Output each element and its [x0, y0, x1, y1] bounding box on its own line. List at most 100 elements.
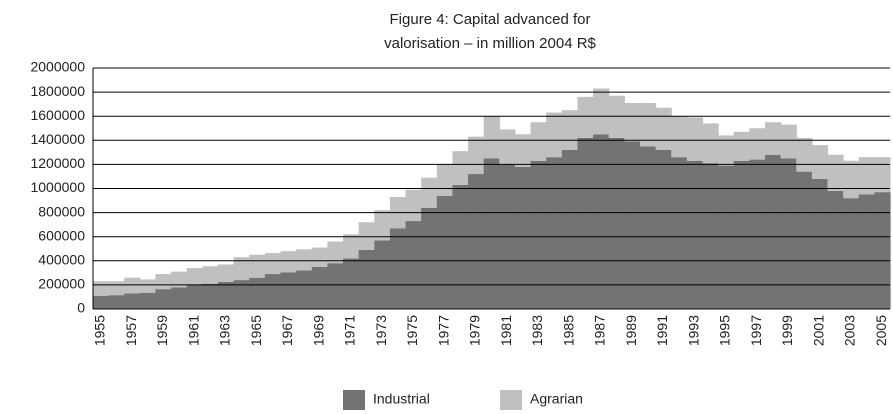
bar: [608, 95, 625, 138]
bar: [796, 171, 813, 309]
bar: [780, 158, 797, 309]
bar: [436, 164, 454, 196]
x-tick-label: 1989: [623, 315, 639, 346]
bar: [733, 160, 750, 309]
x-tick-label: 1969: [310, 315, 326, 346]
bar: [296, 270, 313, 309]
x-tick-label: 1995: [717, 315, 733, 346]
x-tick-label: 1985: [560, 315, 576, 346]
bar: [327, 241, 344, 264]
bar: [421, 177, 438, 208]
bar: [108, 281, 125, 296]
bar: [561, 149, 579, 309]
bar: [843, 198, 860, 309]
bar: [843, 160, 860, 199]
bar: [155, 274, 172, 290]
x-tick-label: 1987: [592, 315, 608, 346]
bar: [452, 151, 469, 185]
bar: [811, 178, 829, 309]
bar: [311, 247, 329, 267]
bar: [764, 122, 782, 155]
x-tick-label: 1961: [185, 315, 201, 346]
y-tick-label: 2000000: [30, 59, 85, 75]
bar: [858, 157, 875, 195]
bar: [468, 174, 485, 309]
y-tick-label: 1000000: [30, 179, 85, 195]
chart-title: Figure 4: Capital advanced for: [390, 11, 591, 28]
bar: [233, 257, 250, 281]
bar: [514, 134, 532, 167]
y-tick-label: 400000: [38, 252, 85, 268]
bar: [405, 189, 422, 222]
bar: [655, 107, 672, 150]
bar: [374, 210, 391, 241]
bar: [202, 283, 219, 309]
bar: [702, 123, 719, 164]
bar: [874, 192, 891, 309]
x-tick-label: 2003: [842, 315, 858, 346]
bar: [577, 137, 594, 309]
x-tick-label: 1999: [779, 315, 795, 346]
bar: [593, 88, 610, 135]
legend-swatch: [343, 390, 365, 410]
bar: [499, 129, 516, 165]
bar: [827, 154, 844, 191]
y-tick-label: 200000: [38, 276, 85, 292]
bar: [93, 295, 110, 309]
bar: [671, 116, 688, 158]
bar: [280, 251, 297, 273]
bar: [280, 272, 297, 309]
y-tick-label: 1200000: [30, 155, 85, 171]
bar: [124, 277, 141, 294]
legend-label: Industrial: [373, 391, 430, 407]
bar: [624, 102, 641, 142]
bar: [327, 263, 344, 309]
bar: [718, 135, 735, 166]
bar: [108, 295, 125, 309]
chart-title: valorisation – in million 2004 R$: [384, 35, 596, 52]
bar: [858, 194, 875, 309]
bar: [686, 160, 704, 309]
bar: [796, 137, 813, 172]
bar: [686, 117, 704, 161]
x-tick-label: 1993: [685, 315, 701, 346]
bar: [155, 289, 172, 309]
bar: [671, 157, 688, 309]
bar: [655, 149, 672, 309]
bar: [436, 195, 454, 309]
bar: [296, 249, 313, 271]
bar: [421, 207, 438, 309]
bar: [530, 122, 547, 161]
bar: [593, 134, 610, 309]
bar: [171, 287, 188, 309]
bar: [530, 160, 547, 309]
y-tick-label: 0: [77, 300, 85, 316]
bar: [343, 258, 360, 309]
bar: [483, 158, 500, 309]
x-tick-label: 1965: [248, 315, 264, 346]
bar: [358, 249, 375, 309]
bar: [343, 234, 360, 259]
bar: [311, 266, 329, 309]
bar: [514, 166, 532, 309]
bar: [733, 131, 750, 161]
bar: [639, 146, 657, 309]
x-tick-label: 1967: [279, 315, 295, 346]
bar: [186, 284, 203, 309]
bar: [577, 96, 594, 138]
bar: [374, 240, 391, 309]
x-tick-label: 1997: [748, 315, 764, 346]
bar: [389, 228, 407, 309]
bar: [139, 292, 157, 309]
x-tick-label: 1973: [373, 315, 389, 346]
y-tick-label: 1600000: [30, 107, 85, 123]
bar: [218, 281, 235, 309]
x-tick-label: 1963: [217, 315, 233, 346]
bar: [624, 141, 641, 309]
bar: [718, 165, 735, 309]
x-tick-label: 1975: [404, 315, 420, 346]
x-tick-label: 1977: [435, 315, 451, 346]
y-tick-label: 1800000: [30, 83, 85, 99]
x-tick-label: 1971: [342, 315, 358, 346]
bar: [764, 154, 782, 309]
